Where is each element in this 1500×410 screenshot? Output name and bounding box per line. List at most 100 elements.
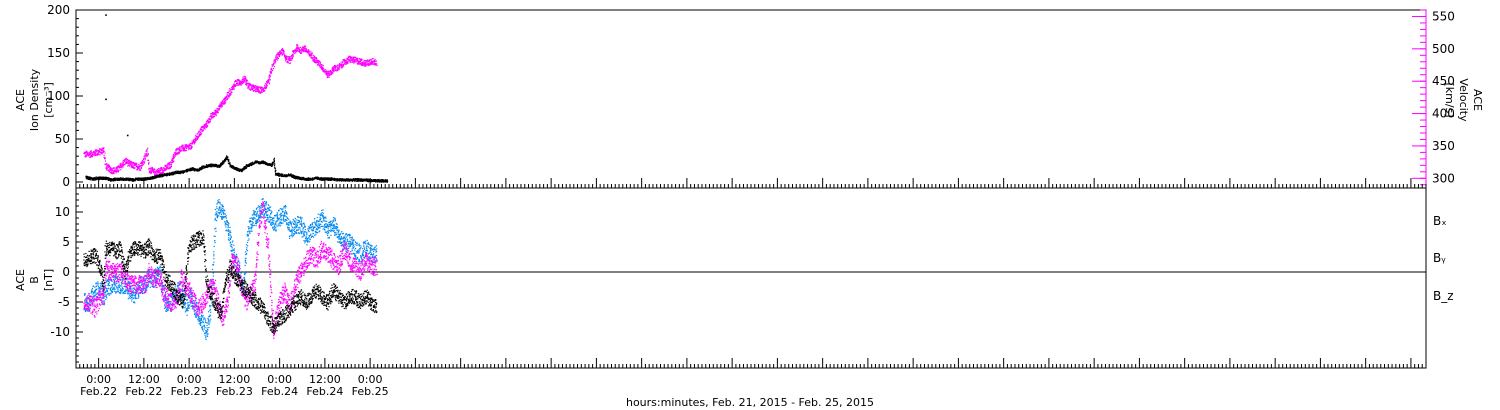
by-point xyxy=(109,287,112,289)
density-point xyxy=(222,161,224,163)
by-point xyxy=(110,290,113,292)
density-point xyxy=(130,178,133,180)
density-tick-label: 0 xyxy=(62,175,70,189)
density-point xyxy=(225,158,227,160)
density-point xyxy=(374,180,376,182)
by-point xyxy=(149,270,151,272)
velocity-point xyxy=(238,78,240,81)
velocity-point xyxy=(185,144,187,146)
velocity-point xyxy=(265,85,267,88)
by-point xyxy=(131,294,133,296)
density-point xyxy=(321,178,324,180)
velocity-point xyxy=(219,103,221,105)
density-point xyxy=(279,175,281,177)
by-point xyxy=(135,297,138,299)
velocity-point xyxy=(336,69,338,71)
density-point xyxy=(198,170,200,172)
density-point xyxy=(286,174,288,176)
velocity-point xyxy=(330,71,332,73)
velocity-point xyxy=(209,116,211,118)
velocity-point xyxy=(90,150,92,152)
density-point xyxy=(320,177,322,179)
density-point xyxy=(117,178,119,180)
velocity-point xyxy=(354,61,356,63)
by-point xyxy=(150,280,152,282)
density-point xyxy=(205,166,207,168)
velocity-point xyxy=(229,93,231,95)
density-point xyxy=(220,165,222,167)
density-point xyxy=(133,180,135,182)
by-point xyxy=(83,293,86,295)
velocity-point xyxy=(98,153,100,156)
density-point xyxy=(207,164,210,166)
density-point xyxy=(292,175,294,177)
velocity-point xyxy=(134,164,137,166)
density-point xyxy=(204,166,207,169)
velocity-point xyxy=(254,89,256,91)
velocity-point xyxy=(297,48,300,50)
velocity-point xyxy=(291,50,294,52)
density-point xyxy=(216,164,218,167)
velocity-point xyxy=(256,85,259,88)
velocity-point xyxy=(314,56,316,58)
velocity-point xyxy=(327,72,329,74)
velocity-point xyxy=(357,60,359,62)
velocity-point xyxy=(248,82,251,85)
velocity-point xyxy=(332,66,334,68)
by-point xyxy=(116,287,118,289)
velocity-point xyxy=(155,174,158,176)
velocity-point xyxy=(214,112,216,114)
velocity-point xyxy=(125,158,127,160)
velocity-point xyxy=(99,148,101,150)
by-point xyxy=(134,294,136,296)
velocity-point xyxy=(221,101,223,103)
density-point xyxy=(273,160,275,163)
density-point xyxy=(124,178,127,181)
density-point xyxy=(149,176,152,178)
by-point xyxy=(114,284,117,286)
density-point xyxy=(183,170,185,172)
velocity-point xyxy=(326,73,328,75)
velocity-point xyxy=(88,155,90,157)
density-point xyxy=(354,179,356,181)
velocity-point xyxy=(303,48,305,51)
velocity-point xyxy=(251,84,254,86)
by-point xyxy=(120,290,122,292)
velocity-point xyxy=(362,63,365,65)
density-point xyxy=(364,180,366,182)
velocity-point xyxy=(274,59,276,62)
by-point xyxy=(145,278,147,280)
velocity-point xyxy=(183,146,185,148)
density-point xyxy=(222,162,224,164)
density-point xyxy=(104,178,106,180)
by-point xyxy=(112,278,115,281)
density-point xyxy=(249,163,251,165)
density-point xyxy=(280,175,282,178)
density-point xyxy=(263,163,265,165)
velocity-point xyxy=(301,48,303,50)
velocity-point xyxy=(126,161,128,163)
velocity-point xyxy=(96,154,99,156)
velocity-point xyxy=(258,89,260,92)
density-point xyxy=(302,178,305,180)
velocity-point xyxy=(100,149,102,152)
velocity-point xyxy=(311,54,313,56)
density-point xyxy=(202,165,204,167)
velocity-point xyxy=(292,54,294,56)
density-point xyxy=(107,178,109,180)
velocity-point xyxy=(273,62,275,64)
velocity-point xyxy=(322,70,325,72)
density-point xyxy=(246,164,249,167)
velocity-point xyxy=(369,59,371,61)
velocity-point xyxy=(131,166,133,168)
by-point xyxy=(110,291,112,293)
density-point xyxy=(236,167,238,169)
velocity-point xyxy=(173,160,175,162)
by-point xyxy=(87,301,89,304)
by-point xyxy=(132,287,134,290)
density-point xyxy=(230,165,232,167)
velocity-point xyxy=(206,120,208,122)
density-point xyxy=(328,179,330,181)
by-point xyxy=(152,285,154,288)
density-point xyxy=(157,175,159,177)
